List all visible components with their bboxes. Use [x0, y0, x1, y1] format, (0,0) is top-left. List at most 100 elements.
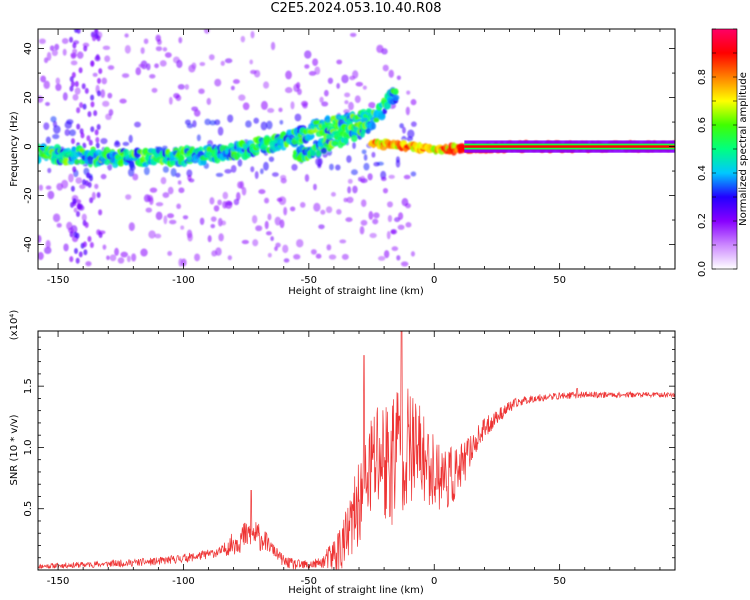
snr-y-tick-label: 0.5 — [23, 501, 34, 517]
spectrogram-cell — [82, 103, 87, 110]
colorbar-axis: 0.0 0.2 0.4 0.6 0.8 — [697, 28, 737, 277]
spectrogram-cell — [73, 231, 78, 238]
snr-x-axis: -150 -100 -50 0 50 — [47, 331, 661, 587]
spectrogram-cell — [373, 117, 380, 123]
spectrogram-y-tick-label: 0 — [23, 143, 34, 149]
spectrogram-cell — [315, 149, 321, 157]
colorbar-tick-label: 0.0 — [697, 261, 708, 277]
spectrogram-cell — [80, 132, 85, 139]
spectrogram-x-tick-label: 50 — [553, 275, 566, 286]
spectrogram-cell — [76, 123, 81, 130]
spectrogram-x-label: Height of straight line (km) — [288, 286, 424, 297]
spectrogram-heatmap — [38, 29, 675, 267]
spectrogram-x-tick-label: -50 — [301, 275, 317, 286]
spectrogram-cell — [90, 60, 95, 67]
spectrogram-cell — [98, 232, 103, 239]
spectrogram-cell — [76, 29, 81, 34]
spectrogram-cell — [74, 80, 79, 87]
spectrogram-cell — [38, 156, 42, 164]
spectrogram-cell — [76, 107, 81, 114]
spectrogram-cell — [87, 158, 93, 165]
snr-x-tick-label: 50 — [553, 576, 566, 587]
snr-y-multiplier: (x10⁴) — [9, 310, 20, 341]
spectrogram-cell — [83, 249, 88, 256]
spectrogram-cell — [84, 221, 89, 228]
spectrogram-band-core — [464, 145, 675, 148]
spectrogram-cell — [69, 231, 74, 238]
snr-x-tick-label: -50 — [301, 576, 317, 587]
spectrogram-cell — [84, 87, 89, 94]
spectrogram-cell — [82, 142, 87, 149]
spectrogram-cell — [98, 209, 103, 216]
snr-x-tick-label: -150 — [47, 576, 70, 587]
snr-x-tick-label: 0 — [431, 576, 437, 587]
spectrogram-cell — [74, 158, 80, 165]
spectrogram-cell — [82, 179, 87, 186]
spectrogram-cell — [169, 160, 177, 166]
spectrogram-y-tick-label: -20 — [23, 187, 34, 203]
spectrogram-cell — [69, 85, 74, 92]
spectrogram-x-tick-label: 0 — [431, 275, 437, 286]
spectrogram-cell — [89, 197, 94, 204]
spectrogram-cell — [378, 112, 386, 121]
spectrogram-cell — [94, 129, 99, 136]
spectrogram-cell — [371, 122, 377, 130]
spectrogram-frame — [37, 28, 676, 270]
spectrogram-x-tick-label: -150 — [47, 275, 70, 286]
spectrogram-cell — [95, 136, 100, 143]
spectrogram-cell — [92, 35, 97, 42]
spectrogram-cell — [205, 151, 213, 159]
spectrogram-cell — [69, 76, 74, 83]
spectrogram-cell — [139, 156, 146, 164]
spectrogram-cell — [87, 236, 92, 243]
snr-y-axis: 0.5 1.0 1.5 — [23, 336, 675, 571]
spectrogram-panel: -150 -100 -50 0 50 -40 -20 0 20 40 Height of str… — [9, 28, 676, 297]
spectrogram-cell — [75, 257, 80, 264]
snr-y-label: SNR (10 * v/v) — [9, 414, 20, 485]
figure-title: C2E5.2024.053.10.40.R08 — [270, 1, 442, 16]
spectrogram-x-axis: -150 -100 -50 0 50 — [47, 29, 661, 286]
colorbar-label: Normalized spectral amplitude — [738, 72, 749, 226]
spectrogram-y-tick-label: -40 — [23, 236, 34, 252]
spectrogram-cell — [325, 133, 334, 140]
spectrogram-cell — [78, 203, 83, 210]
colorbar-tick-label: 0.4 — [697, 165, 708, 181]
colorbar-fill — [712, 29, 737, 269]
spectrogram-cell — [72, 198, 77, 205]
snr-x-label: Height of straight line (km) — [288, 585, 424, 596]
spectrogram-y-label: Frequency (Hz) — [9, 111, 20, 187]
spectrogram-cell — [81, 83, 86, 90]
spectrogram-cell — [96, 192, 101, 199]
spectrogram-cell — [82, 241, 87, 248]
spectrogram-y-tick-label: 40 — [23, 42, 34, 55]
snr-y-tick-label: 1.0 — [23, 439, 34, 455]
spectrogram-cell — [79, 102, 84, 109]
spectrogram-cell — [69, 256, 74, 263]
spectrogram-cell — [178, 155, 185, 161]
spectrogram-cell — [88, 139, 93, 146]
spectrogram-cell — [72, 166, 77, 173]
spectrogram-cell — [83, 45, 88, 52]
spectrogram-cell — [70, 185, 75, 192]
spectrogram-cell — [366, 108, 372, 114]
spectrogram-y-axis: -40 -20 0 20 40 — [23, 42, 675, 270]
spectrogram-cell — [360, 131, 365, 138]
spectrogram-cell — [129, 160, 135, 169]
colorbar-tick-label: 0.2 — [697, 213, 708, 229]
snr-plot-area — [38, 331, 675, 570]
spectrogram-cell — [70, 201, 75, 208]
spectrogram-cell — [72, 42, 77, 49]
spectrogram-cell — [86, 135, 91, 142]
colorbar-tick-label: 0.6 — [697, 117, 708, 133]
spectrogram-cell — [74, 247, 79, 254]
spectrogram-cell — [96, 123, 101, 130]
spectrogram-cell — [78, 67, 83, 74]
spectrogram-cell — [307, 128, 315, 135]
spectrogram-cell — [93, 110, 98, 117]
spectrogram-cell — [87, 111, 92, 118]
colorbar-tick-label: 0.8 — [697, 69, 708, 85]
snr-y-tick-label: 1.5 — [23, 378, 34, 394]
spectrogram-cell — [96, 35, 101, 42]
spectrogram-cell — [96, 77, 101, 84]
